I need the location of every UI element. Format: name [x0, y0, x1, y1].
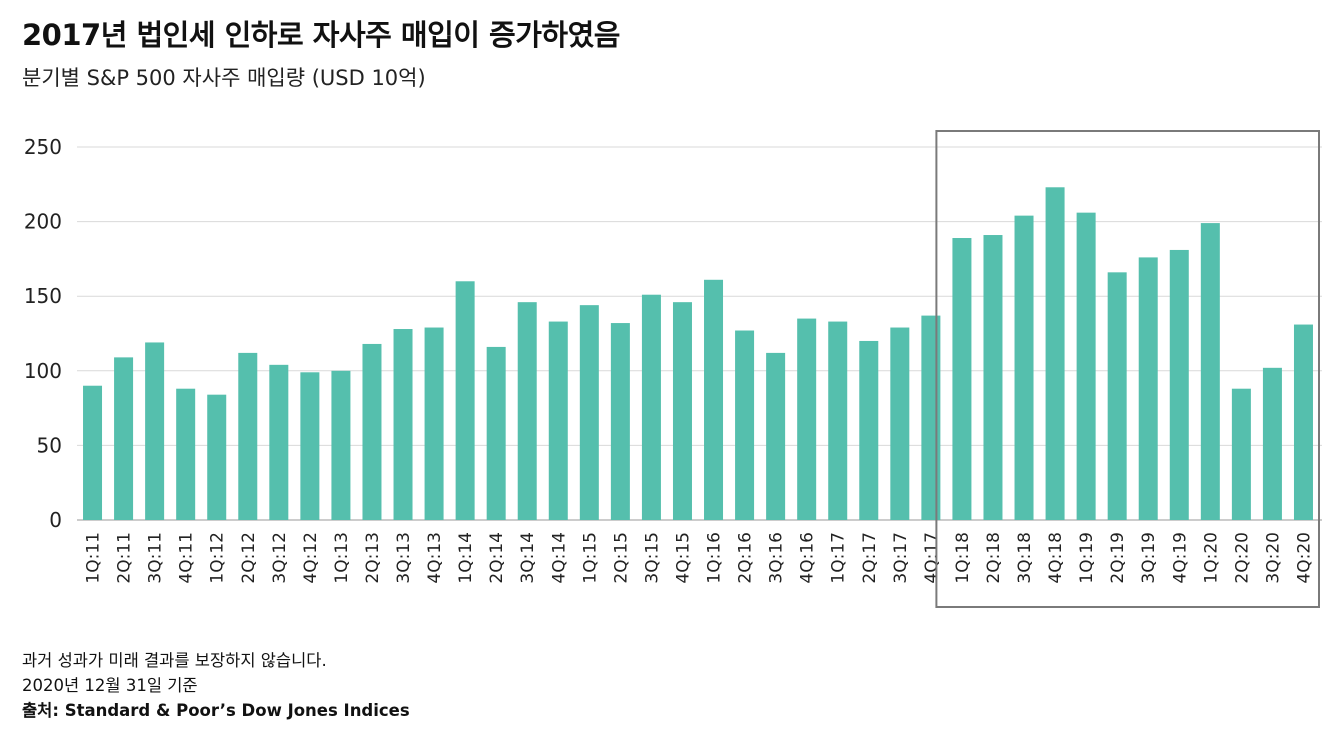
footer-notes: 과거 성과가 미래 결과를 보장하지 않습니다. 2020년 12월 31일 기… [22, 648, 410, 723]
bar [424, 327, 444, 520]
bar [704, 279, 724, 520]
x-tick-label: 4Q:14 [549, 532, 569, 584]
bar [548, 321, 568, 520]
x-tick-label: 3Q:12 [270, 532, 290, 584]
y-tick-label: 100 [24, 359, 62, 383]
x-tick-label: 3Q:18 [1015, 532, 1035, 584]
x-tick-label: 2Q:11 [115, 532, 135, 584]
bar [269, 364, 289, 520]
bar [610, 323, 630, 520]
bar [145, 342, 165, 520]
bar [1107, 272, 1127, 520]
chart-title: 2017년 법인세 인하로 자사주 매입이 증가하였음 [22, 18, 620, 52]
x-tick-label: 2Q:14 [487, 532, 507, 584]
bar [362, 343, 382, 520]
bar [797, 318, 817, 520]
x-tick-label: 4Q:18 [1046, 532, 1066, 584]
x-tick-label: 3Q:20 [1263, 532, 1283, 584]
x-tick-label: 1Q:19 [1077, 532, 1097, 584]
y-tick-label: 150 [24, 284, 62, 308]
x-tick-label: 4Q:20 [1294, 532, 1314, 584]
x-tick-label: 4Q:15 [673, 532, 693, 584]
y-tick-label: 250 [24, 135, 62, 159]
x-tick-label: 3Q:14 [518, 532, 538, 584]
x-tick-label: 2Q:18 [984, 532, 1004, 584]
x-tick-label: 1Q:11 [84, 532, 104, 584]
x-tick-label: 2Q:20 [1232, 532, 1252, 584]
bar [1045, 187, 1065, 520]
x-tick-label: 2Q:17 [860, 532, 880, 584]
bar [952, 238, 972, 520]
x-tick-label: 4Q:19 [1170, 532, 1190, 584]
x-tick-label: 3Q:19 [1139, 532, 1159, 584]
x-tick-label: 1Q:15 [580, 532, 600, 584]
x-tick-label: 3Q:11 [146, 532, 166, 584]
bar [579, 305, 599, 520]
x-tick-label: 1Q:20 [1201, 532, 1221, 584]
as-of-date: 2020년 12월 31일 기준 [22, 676, 198, 695]
x-tick-label: 4Q:13 [425, 532, 445, 584]
x-tick-label: 2Q:12 [239, 532, 259, 584]
bar [238, 352, 258, 520]
bar [300, 372, 320, 520]
x-tick-label: 2Q:15 [611, 532, 631, 584]
x-tick-label: 1Q:16 [705, 532, 725, 584]
bar [1138, 257, 1158, 520]
bar [455, 281, 475, 520]
x-tick-label: 1Q:13 [332, 532, 352, 584]
bar [641, 294, 661, 520]
highlight-rectangle [935, 130, 1321, 608]
x-tick-label: 2Q:19 [1108, 532, 1128, 584]
bar [486, 346, 506, 520]
bar [1169, 249, 1189, 520]
x-tick-label: 4Q:16 [798, 532, 818, 584]
bar [517, 302, 537, 520]
y-axis-ticks: 0 50 100 150 200 250 [24, 135, 62, 532]
bar [921, 315, 941, 520]
x-tick-label: 3Q:15 [642, 532, 662, 584]
bar [890, 327, 910, 520]
x-tick-label: 4Q:11 [177, 532, 197, 584]
x-tick-label: 4Q:12 [301, 532, 321, 584]
y-tick-label: 0 [49, 508, 62, 532]
y-tick-label: 200 [24, 210, 62, 234]
x-tick-label: 2Q:13 [363, 532, 383, 584]
bar [1014, 215, 1034, 520]
x-tick-label: 3Q:16 [767, 532, 787, 584]
bar [828, 321, 848, 520]
y-tick-label: 50 [37, 433, 62, 457]
x-tick-label: 4Q:17 [922, 532, 942, 584]
x-tick-label: 1Q:14 [456, 532, 476, 584]
bar [393, 329, 413, 520]
chart-subtitle: 분기별 S&P 500 자사주 매입량 (USD 10억) [22, 66, 426, 90]
bar [331, 370, 351, 520]
gridlines [77, 146, 1322, 521]
x-tick-label: 3Q:13 [394, 532, 414, 584]
bar [1262, 367, 1282, 520]
bar [207, 394, 227, 520]
bar [1293, 324, 1313, 520]
x-tick-label: 1Q:18 [953, 532, 973, 584]
bar [1076, 212, 1096, 520]
x-tick-label: 3Q:17 [891, 532, 911, 584]
x-tick-label: 2Q:16 [736, 532, 756, 584]
bars [83, 187, 1313, 521]
x-axis-ticks: 1Q:11 2Q:11 3Q:11 4Q:11 1Q:12 2Q:12 3Q:12 4Q:12… [84, 532, 1315, 584]
bar [114, 357, 134, 520]
x-tick-label: 1Q:17 [829, 532, 849, 584]
bar [1200, 223, 1220, 521]
bar [859, 340, 879, 520]
bar [766, 352, 786, 520]
x-tick-label: 1Q:12 [208, 532, 228, 584]
bar [83, 385, 103, 520]
bar [735, 330, 755, 520]
bar [672, 302, 692, 520]
highlight-box [935, 130, 1321, 608]
bar [1231, 388, 1251, 520]
disclaimer-note: 과거 성과가 미래 결과를 보장하지 않습니다. [22, 651, 327, 670]
bar [983, 235, 1003, 520]
source-note: 출처: Standard & Poor’s Dow Jones Indices [22, 701, 410, 720]
bar [176, 388, 196, 520]
